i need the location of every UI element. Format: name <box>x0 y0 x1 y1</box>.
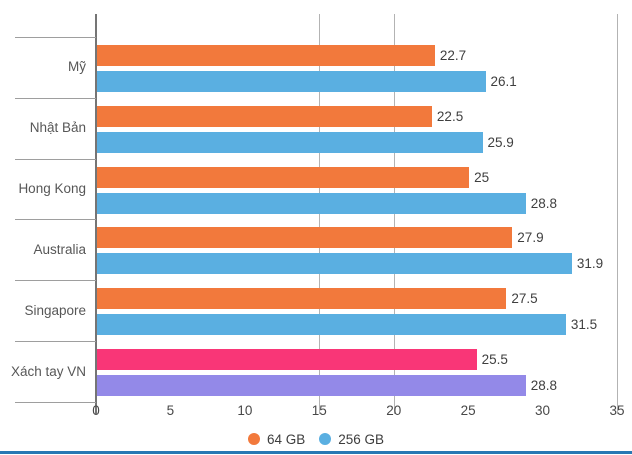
bar-64gb-1 <box>97 105 432 127</box>
x-tick-label-20: 20 <box>386 403 402 418</box>
value-label: 27.9 <box>517 230 544 246</box>
x-tick-label-10: 10 <box>237 403 253 418</box>
legend-item: 64 GB <box>247 431 306 447</box>
legend: 64 GB 256 GB <box>0 430 632 448</box>
x-tick-label-15: 15 <box>311 403 327 418</box>
legend-label: 64 GB <box>266 431 306 447</box>
value-label: 25.5 <box>481 352 508 368</box>
bar-256gb-4 <box>97 314 566 336</box>
category-separator <box>15 37 96 38</box>
legend-dot-icon <box>319 433 332 445</box>
category-separator <box>15 158 96 160</box>
bar-64gb-5 <box>97 349 477 371</box>
bar-64gb-3 <box>97 227 513 249</box>
value-label: 22.7 <box>439 48 467 63</box>
bar-64gb-0 <box>97 45 435 66</box>
value-label: 31.9 <box>576 256 604 272</box>
category-label: Singapore <box>24 302 86 318</box>
category-separator <box>15 97 96 99</box>
category-separator <box>15 219 96 221</box>
category-label: Xách tay VN <box>10 363 86 379</box>
y-axis-line <box>95 14 97 414</box>
value-label: 22.5 <box>436 108 464 124</box>
legend-dot-icon <box>247 433 260 445</box>
bar-256gb-5 <box>97 375 526 397</box>
value-label: 25 <box>474 169 490 185</box>
category-separator <box>15 341 96 343</box>
category-label: Hong Kong <box>18 181 86 197</box>
x-tick-label-25: 25 <box>460 403 476 418</box>
value-label: 27.5 <box>511 291 538 307</box>
value-label: 28.8 <box>530 378 557 394</box>
x-tick-label-5: 5 <box>166 403 175 418</box>
category-separator <box>15 401 96 403</box>
value-label: 25.9 <box>487 134 514 150</box>
bar-256gb-2 <box>97 192 526 214</box>
bar-256gb-0 <box>97 71 486 92</box>
gridline-x-35 <box>617 14 618 414</box>
value-label: 28.8 <box>530 195 557 211</box>
gridline-x-20 <box>393 14 395 414</box>
legend-item: 256 GB <box>319 432 384 447</box>
gridline-x-15 <box>319 14 321 414</box>
value-label: 31.5 <box>570 317 598 333</box>
category-label: Nhật Bản <box>29 120 86 136</box>
legend-label: 256 GB <box>338 431 385 447</box>
x-tick-label-30: 30 <box>535 403 551 418</box>
page-divider <box>0 451 632 454</box>
bar-256gb-1 <box>97 131 483 153</box>
x-tick-label-35: 35 <box>609 403 625 418</box>
category-label: Australia <box>33 241 86 257</box>
category-separator <box>15 280 96 282</box>
x-tick-label-0: 0 <box>92 403 100 418</box>
bar-64gb-2 <box>97 166 470 188</box>
bar-64gb-4 <box>97 288 507 310</box>
value-label: 26.1 <box>490 74 517 89</box>
category-label: Mỹ <box>68 59 86 75</box>
bar-256gb-3 <box>97 253 572 275</box>
